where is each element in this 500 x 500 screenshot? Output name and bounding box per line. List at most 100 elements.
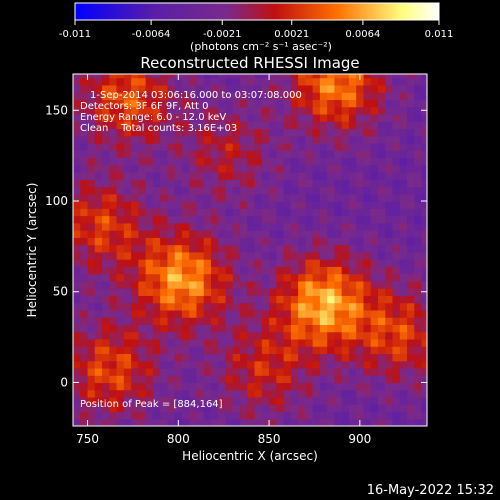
heatmap-cell (247, 418, 256, 426)
heatmap-cell (319, 259, 328, 267)
heatmap-cell (80, 309, 89, 318)
heatmap-cell (385, 404, 394, 413)
heatmap-cell (102, 273, 110, 282)
heatmap-cell (160, 367, 168, 376)
heatmap-cell (102, 92, 110, 100)
heatmap-cell (131, 171, 139, 180)
heatmap-cell (348, 171, 357, 180)
heatmap-cell (240, 360, 248, 369)
heatmap-cell (152, 230, 161, 238)
heatmap-cell (298, 164, 306, 173)
heatmap-cell (385, 179, 394, 188)
heatmap-cell (247, 331, 256, 340)
heatmap-cell (356, 346, 365, 355)
heatmap-cell (80, 99, 89, 108)
heatmap-cell (327, 128, 336, 137)
heatmap-cell (377, 135, 386, 144)
heatmap-cell (123, 237, 132, 246)
heatmap-cell (283, 389, 292, 398)
energy-range-annotation: Energy Range: 6.0 - 12.0 keV (80, 112, 226, 123)
heatmap-cell (341, 121, 350, 130)
heatmap-cell (123, 84, 132, 93)
heatmap-cell (145, 215, 154, 224)
heatmap-cell (181, 128, 190, 137)
heatmap-cell (312, 230, 321, 238)
heatmap-cell (181, 288, 190, 296)
heatmap-cell (196, 360, 205, 369)
heatmap-cell (283, 99, 292, 108)
heatmap-cell (312, 353, 321, 362)
heatmap-cell (312, 346, 321, 355)
heatmap-cell (327, 222, 336, 231)
heatmap-cell (210, 353, 219, 362)
heatmap-cell (269, 331, 277, 340)
heatmap-cell (290, 135, 299, 144)
heatmap-cell (240, 193, 248, 202)
heatmap-cell (116, 222, 125, 231)
heatmap-cell (174, 171, 183, 180)
heatmap-cell (334, 179, 343, 188)
heatmap-cell (109, 74, 118, 79)
heatmap-cell (80, 244, 89, 253)
heatmap-cell (363, 389, 372, 398)
heatmap-cell (218, 92, 227, 100)
heatmap-cell (240, 150, 248, 159)
heatmap-cell (254, 74, 263, 79)
heatmap-cell (167, 99, 176, 108)
heatmap-cell (116, 331, 125, 340)
x-axis-label: Heliocentric X (arcsec) (182, 449, 318, 463)
heatmap-cell (319, 244, 328, 253)
y-tick-label: 0 (60, 375, 68, 389)
heatmap-cell (254, 396, 263, 405)
heatmap-cell (116, 113, 125, 122)
heatmap-cell (414, 201, 423, 209)
heatmap-cell (116, 259, 125, 267)
heatmap-cell (152, 396, 161, 405)
heatmap-cell (80, 92, 89, 100)
heatmap-cell (276, 324, 285, 333)
heatmap-cell (102, 317, 110, 325)
heatmap-cell (87, 418, 96, 426)
heatmap-cell (240, 259, 248, 267)
heatmap-cell (305, 411, 314, 420)
heatmap-cell (370, 128, 379, 137)
heatmap-cell (123, 375, 132, 384)
heatmap-cell (407, 338, 415, 347)
heatmap-cell (269, 244, 277, 253)
heatmap-cell (385, 317, 394, 325)
heatmap-cell (327, 324, 336, 333)
heatmap-cell (276, 346, 285, 355)
heatmap-cell (327, 309, 336, 318)
heatmap-cell (341, 273, 350, 282)
heatmap-cell (377, 317, 386, 325)
heatmap-cell (283, 331, 292, 340)
heatmap-cell (225, 251, 234, 260)
heatmap-cell (160, 193, 168, 202)
heatmap-cell (348, 418, 357, 426)
heatmap-cell (247, 99, 256, 108)
heatmap-cell (138, 193, 147, 202)
heatmap-cell (152, 106, 161, 115)
heatmap-cell (116, 142, 125, 151)
heatmap-cell (145, 346, 154, 355)
heatmap-cell (392, 360, 401, 369)
heatmap-cell (94, 353, 103, 362)
heatmap-cell (414, 375, 423, 384)
heatmap-cell (181, 99, 190, 108)
heatmap-cell (370, 106, 379, 115)
heatmap-cell (356, 113, 365, 122)
heatmap-cell (283, 288, 292, 296)
heatmap-cell (189, 346, 198, 355)
heatmap-cell (102, 113, 110, 122)
heatmap-cell (377, 389, 386, 398)
heatmap-cell (203, 164, 212, 173)
heatmap-cell (181, 280, 190, 289)
heatmap-cell (160, 411, 168, 420)
heatmap-cell (152, 186, 161, 195)
heatmap-cell (123, 201, 132, 209)
heatmap-cell (131, 251, 139, 260)
heatmap-cell (131, 324, 139, 333)
heatmap-cell (319, 382, 328, 391)
heatmap-cell (269, 237, 277, 246)
heatmap-cell (131, 201, 139, 209)
